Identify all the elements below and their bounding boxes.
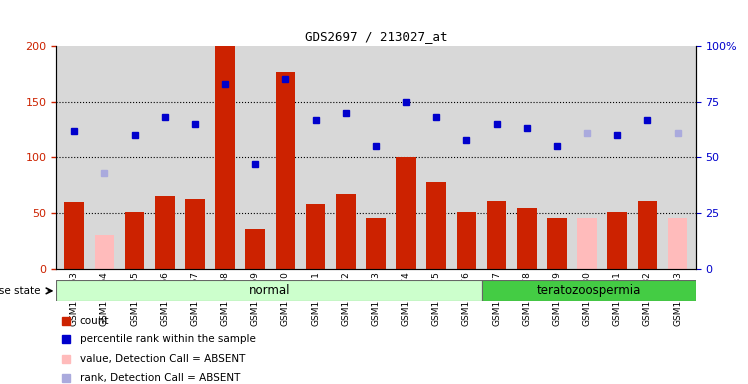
Bar (547, 218, 567, 269)
Bar (366, 218, 386, 269)
Bar (155, 197, 174, 269)
Bar (215, 46, 235, 269)
Bar (245, 229, 265, 269)
Title: GDS2697 / 213027_at: GDS2697 / 213027_at (304, 30, 447, 43)
Text: percentile rank within the sample: percentile rank within the sample (79, 334, 256, 344)
Text: normal: normal (248, 285, 290, 297)
Bar (637, 201, 657, 269)
Bar (607, 212, 627, 269)
Bar (482, 280, 696, 301)
Bar (64, 202, 84, 269)
Text: value, Detection Call = ABSENT: value, Detection Call = ABSENT (79, 354, 245, 364)
Text: count: count (79, 316, 109, 326)
Bar (306, 204, 325, 269)
Bar (275, 72, 295, 269)
Bar (577, 218, 597, 269)
Bar (517, 208, 536, 269)
Bar (456, 212, 476, 269)
Text: rank, Detection Call = ABSENT: rank, Detection Call = ABSENT (79, 373, 240, 383)
Bar (668, 218, 687, 269)
Bar (426, 182, 446, 269)
Bar (56, 280, 482, 301)
Bar (125, 212, 144, 269)
Bar (185, 199, 205, 269)
Bar (94, 235, 114, 269)
Bar (336, 194, 355, 269)
Text: disease state: disease state (0, 286, 41, 296)
Text: teratozoospermia: teratozoospermia (537, 285, 641, 297)
Bar (396, 157, 416, 269)
Bar (487, 201, 506, 269)
